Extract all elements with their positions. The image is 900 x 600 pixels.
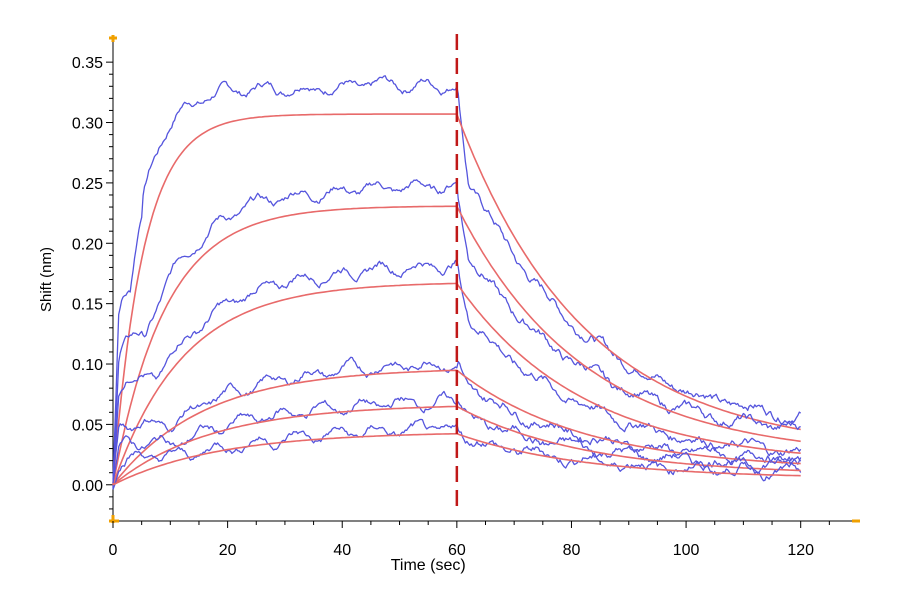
y-tick-label: 0.25: [72, 176, 103, 193]
y-tick-label: 0.20: [72, 236, 103, 253]
y-tick-label: 0.05: [72, 417, 103, 434]
x-tick-label: 60: [448, 542, 466, 559]
x-tick-label: 100: [673, 542, 700, 559]
x-tick-label: 120: [787, 542, 814, 559]
x-tick-label: 20: [219, 542, 237, 559]
y-tick-label: 0.00: [72, 478, 103, 495]
raw-data-curve: [112, 356, 802, 480]
x-tick-label: 80: [563, 542, 581, 559]
y-tick-label: 0.15: [72, 297, 103, 314]
axes: 0.00 0.05 0.10 0.15 0.20 0.25 0.30 0.35 0 20 40 60 8…: [72, 35, 860, 559]
y-tick-label: 0.10: [72, 357, 103, 374]
x-tick-label: 0: [109, 542, 118, 559]
y-axis-label: Shift (nm): [38, 247, 55, 312]
x-tick-label: 40: [333, 542, 351, 559]
x-axis-label: Time (sec): [391, 557, 466, 574]
y-tick-label: 0.35: [72, 55, 103, 72]
y-tick-label: 0.30: [72, 116, 103, 133]
